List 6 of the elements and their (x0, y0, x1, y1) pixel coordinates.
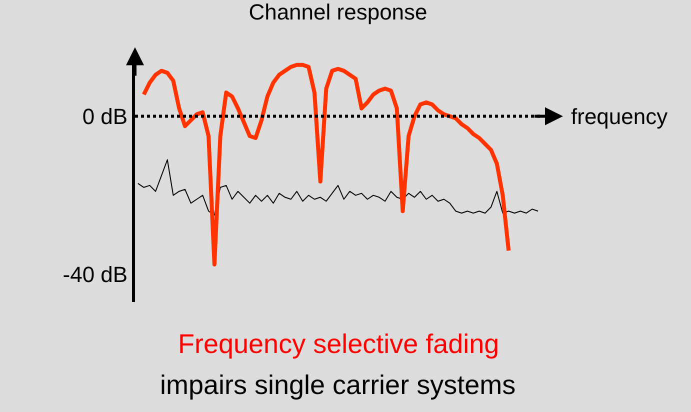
chart-title: Channel response (248, 0, 428, 24)
y-tick-label: -40 dB (62, 262, 128, 288)
text: impairs single carrier systems (160, 370, 516, 400)
y-tick-label: 0 dB (82, 104, 128, 129)
text: Frequency selective fading (178, 329, 500, 359)
x-axis-title: frequency (571, 104, 668, 129)
